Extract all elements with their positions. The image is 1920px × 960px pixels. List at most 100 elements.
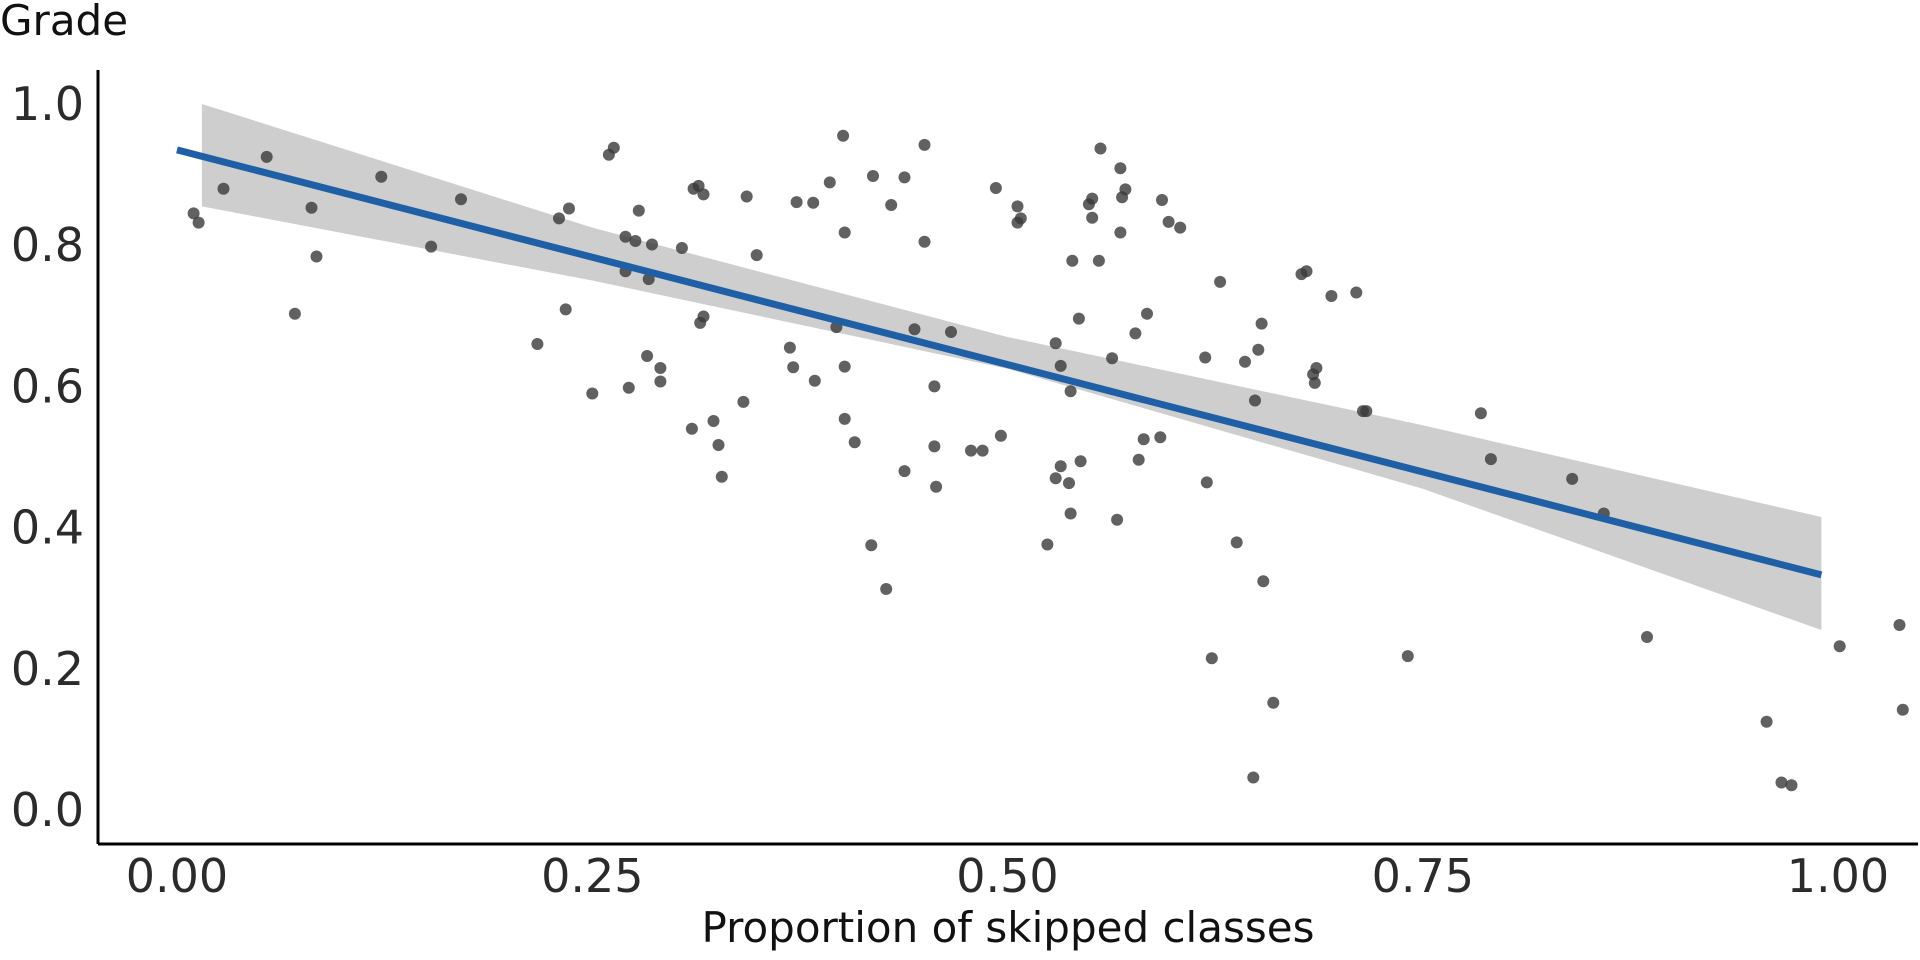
data-point-28 bbox=[685, 422, 698, 435]
data-point-134 bbox=[1896, 703, 1909, 716]
data-point-112 bbox=[1257, 575, 1270, 588]
data-point-84 bbox=[1086, 192, 1099, 205]
data-point-79 bbox=[1064, 507, 1077, 520]
data-point-109 bbox=[1249, 394, 1261, 407]
data-point-90 bbox=[1114, 226, 1127, 239]
data-point-81 bbox=[1072, 312, 1085, 325]
data-point-40 bbox=[783, 341, 796, 354]
data-point-50 bbox=[838, 226, 851, 239]
data-point-16 bbox=[607, 141, 620, 154]
data-point-49 bbox=[838, 412, 851, 425]
data-point-113 bbox=[1267, 696, 1280, 709]
y-tick-label: 0.0 bbox=[11, 783, 84, 837]
data-point-63 bbox=[930, 480, 943, 493]
data-point-74 bbox=[1049, 472, 1062, 485]
data-point-91 bbox=[1114, 162, 1127, 175]
data-point-97 bbox=[1141, 307, 1153, 320]
axes-layer bbox=[96, 70, 1918, 846]
data-point-93 bbox=[1119, 183, 1132, 196]
data-point-115 bbox=[1300, 265, 1313, 278]
data-point-129 bbox=[1760, 715, 1773, 728]
data-point-60 bbox=[918, 235, 931, 248]
data-point-80 bbox=[1066, 254, 1079, 267]
data-point-94 bbox=[1129, 327, 1142, 340]
data-point-95 bbox=[1132, 453, 1145, 466]
data-point-4 bbox=[288, 307, 301, 320]
data-point-33 bbox=[697, 188, 710, 201]
data-point-22 bbox=[641, 350, 654, 362]
data-point-75 bbox=[1054, 460, 1067, 473]
data-point-9 bbox=[455, 193, 467, 206]
data-point-100 bbox=[1162, 215, 1175, 228]
data-point-1 bbox=[192, 216, 205, 229]
y-tick-labels: 0.0 0.2 0.4 0.6 0.8 1.0 bbox=[11, 77, 84, 837]
data-point-2 bbox=[217, 182, 230, 195]
data-point-85 bbox=[1086, 211, 1099, 224]
y-tick-label: 0.2 bbox=[11, 642, 84, 696]
data-point-41 bbox=[787, 361, 800, 374]
data-point-104 bbox=[1205, 652, 1218, 665]
data-point-110 bbox=[1252, 343, 1265, 356]
y-tick-label: 0.4 bbox=[11, 501, 84, 555]
x-tick-label: 0.50 bbox=[956, 849, 1058, 903]
data-point-53 bbox=[867, 170, 879, 182]
data-point-3 bbox=[260, 150, 273, 163]
y-tick-label: 0.8 bbox=[11, 218, 84, 272]
data-point-21 bbox=[632, 204, 645, 217]
data-point-26 bbox=[654, 362, 667, 374]
data-point-32 bbox=[697, 310, 710, 323]
data-point-122 bbox=[1360, 405, 1373, 418]
data-point-37 bbox=[737, 395, 750, 408]
data-point-13 bbox=[563, 202, 575, 215]
x-tick-labels: 0.00 0.25 0.50 0.75 1.00 bbox=[126, 849, 1889, 903]
data-point-132 bbox=[1833, 640, 1846, 653]
x-tick-label: 0.00 bbox=[126, 849, 228, 903]
data-point-65 bbox=[965, 444, 977, 457]
data-point-35 bbox=[712, 439, 725, 451]
data-point-87 bbox=[1094, 142, 1107, 155]
data-point-101 bbox=[1174, 221, 1187, 234]
regression-line bbox=[176, 146, 1823, 579]
data-point-56 bbox=[898, 171, 911, 184]
data-point-111 bbox=[1255, 317, 1268, 330]
data-point-66 bbox=[976, 444, 989, 457]
data-point-73 bbox=[1049, 337, 1062, 350]
data-point-14 bbox=[586, 387, 599, 400]
data-point-5 bbox=[305, 201, 318, 214]
data-point-36 bbox=[715, 470, 728, 483]
x-tick-label: 0.75 bbox=[1372, 849, 1474, 903]
data-point-82 bbox=[1074, 455, 1087, 468]
data-point-10 bbox=[531, 338, 544, 350]
y-tick-label: 0.6 bbox=[11, 359, 84, 413]
data-point-62 bbox=[928, 440, 941, 453]
data-point-117 bbox=[1308, 376, 1321, 389]
data-point-102 bbox=[1199, 351, 1212, 364]
data-point-8 bbox=[425, 240, 438, 253]
data-point-86 bbox=[1092, 254, 1105, 267]
data-point-51 bbox=[848, 436, 861, 449]
data-point-27 bbox=[675, 242, 688, 254]
data-point-44 bbox=[808, 374, 821, 387]
data-point-119 bbox=[1325, 290, 1338, 302]
data-point-0 bbox=[187, 207, 200, 220]
data-point-58 bbox=[908, 323, 921, 336]
data-point-47 bbox=[837, 129, 850, 142]
data-point-12 bbox=[559, 303, 572, 316]
data-point-88 bbox=[1106, 352, 1119, 365]
data-point-118 bbox=[1310, 362, 1323, 374]
data-point-71 bbox=[1014, 212, 1027, 225]
data-point-120 bbox=[1350, 286, 1363, 299]
fit-line-layer bbox=[176, 146, 1823, 579]
data-point-39 bbox=[750, 249, 763, 262]
data-point-34 bbox=[707, 415, 720, 427]
x-tick-label: 0.25 bbox=[541, 849, 643, 903]
data-point-128 bbox=[1641, 631, 1653, 643]
data-point-7 bbox=[375, 170, 388, 183]
data-point-72 bbox=[1041, 538, 1054, 551]
data-point-123 bbox=[1401, 650, 1414, 663]
data-point-131 bbox=[1785, 779, 1798, 792]
data-point-99 bbox=[1156, 194, 1168, 206]
data-point-38 bbox=[740, 190, 753, 203]
